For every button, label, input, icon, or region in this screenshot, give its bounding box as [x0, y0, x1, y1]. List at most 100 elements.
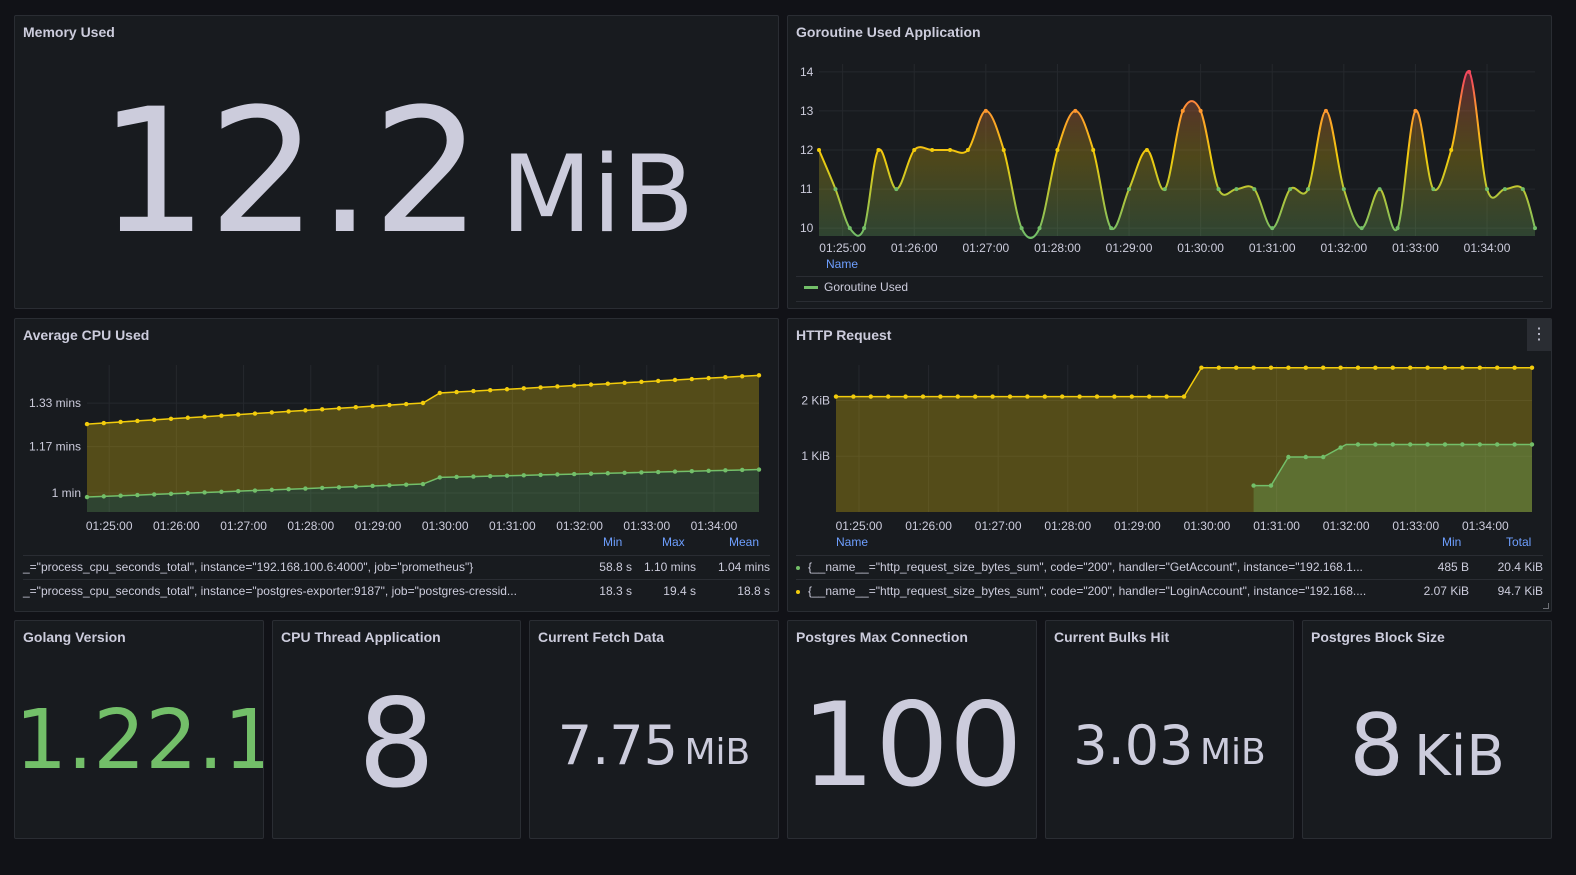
cpu-point-postgres	[336, 485, 342, 490]
http-point-LoginAccount	[1181, 394, 1187, 399]
http-point-LoginAccount	[1077, 394, 1082, 399]
cpu-point-postgres	[605, 471, 610, 476]
x-tick-label: 01:30:00	[422, 519, 469, 533]
goroutine-point	[1198, 108, 1203, 113]
cpu-area-postgres	[87, 469, 759, 512]
legend-row[interactable]: {__name__="http_request_size_bytes_sum",…	[796, 555, 1543, 579]
http-point-LoginAccount	[1251, 365, 1256, 370]
x-tick-label: 01:32:00	[556, 519, 603, 533]
cpu-point-prometheus	[336, 406, 342, 411]
cpu-point-prometheus	[471, 388, 476, 394]
panel-title: Average CPU Used	[23, 327, 150, 343]
legend-swatch	[804, 286, 818, 290]
cpu-point-prometheus	[454, 389, 459, 395]
cpu-point-prometheus	[219, 413, 224, 418]
cpu-point-postgres	[185, 490, 190, 496]
cpu-point-prometheus	[252, 411, 258, 416]
http-point-LoginAccount	[903, 394, 908, 399]
current-bulks-hit-panel[interactable]: Current Bulks Hit 3.03 MiB	[1045, 620, 1294, 839]
x-tick-label: 01:32:00	[1320, 241, 1367, 255]
golang-version-value: 1.22.1	[15, 693, 264, 788]
x-tick-label: 01:29:00	[1106, 241, 1153, 255]
postgres-max-connection-panel[interactable]: Postgres Max Connection 100	[787, 620, 1037, 839]
http-point-GetAccount	[1529, 442, 1535, 447]
resize-handle-icon[interactable]	[1543, 603, 1549, 609]
goroutine-point	[965, 148, 970, 152]
cpu-point-prometheus	[303, 408, 308, 413]
cpu-point-postgres	[252, 488, 258, 493]
cpu-point-postgres	[101, 494, 107, 499]
http-point-LoginAccount	[955, 394, 960, 399]
cpu-area-prometheus	[87, 375, 759, 498]
goroutine-area	[819, 71, 1535, 238]
http-point-LoginAccount	[886, 394, 891, 399]
x-tick-label: 01:26:00	[905, 519, 952, 533]
goroutine-chart[interactable]: 01:25:00 01:26:00 01:27:00 01:28:00 01:29:00…	[788, 16, 1552, 266]
panel-title: Postgres Max Connection	[796, 629, 968, 645]
cpu-point-prometheus	[101, 420, 107, 426]
cpu-point-postgres	[118, 493, 123, 498]
x-tick-label: 01:28:00	[287, 519, 334, 533]
cpu-point-prometheus	[538, 385, 543, 390]
cpu-chart[interactable]: 01:25:00 01:26:00 01:27:00 01:28:00 01:29:00…	[15, 319, 779, 539]
cpu-point-prometheus	[555, 384, 560, 389]
http-chart[interactable]: 01:25:00 01:26:00 01:27:00 01:28:00 01:29:00…	[788, 319, 1552, 539]
panel-menu-icon[interactable]: ⋮	[1527, 319, 1551, 351]
http-point-GetAccount	[1390, 442, 1395, 447]
http-point-LoginAccount	[851, 394, 856, 399]
legend-row[interactable]: {__name__="http_request_size_bytes_sum",…	[796, 579, 1543, 603]
legend-row[interactable]: _="process_cpu_seconds_total", instance=…	[23, 579, 770, 603]
cpu-point-prometheus	[202, 414, 207, 419]
http-point-LoginAccount	[1303, 365, 1308, 370]
cpu-point-postgres	[387, 483, 392, 488]
cpu-thread-panel[interactable]: CPU Thread Application 8	[272, 620, 521, 839]
x-tick-label: 01:25:00	[836, 519, 883, 533]
postgres-block-size-panel[interactable]: Postgres Block Size 8 KiB	[1302, 620, 1552, 839]
x-tick-label: 01:34:00	[691, 519, 738, 533]
goroutine-point	[948, 148, 953, 152]
cpu-point-prometheus	[387, 402, 392, 408]
goroutine-point	[833, 187, 838, 192]
legend-header-total: Total	[1506, 535, 1532, 549]
cpu-point-prometheus	[353, 405, 358, 410]
x-tick-label: 01:28:00	[1044, 519, 1091, 533]
cpu-point-prometheus	[152, 417, 157, 423]
goroutine-point	[1252, 187, 1257, 192]
y-tick-label: 11	[800, 182, 813, 196]
memory-used-panel[interactable]: Memory Used 12.2 MiB	[14, 15, 779, 309]
http-point-LoginAccount	[1512, 365, 1517, 370]
legend-item-goroutine[interactable]: Goroutine Used	[804, 280, 908, 294]
x-tick-label: 01:27:00	[962, 241, 1009, 255]
http-area-GetAccount	[1253, 444, 1532, 512]
cpu-point-prometheus	[756, 373, 762, 378]
http-point-LoginAccount	[1286, 365, 1291, 370]
x-tick-label: 01:33:00	[623, 519, 670, 533]
goroutine-point	[1431, 187, 1436, 192]
goroutine-point	[1216, 187, 1221, 192]
panel-title: Postgres Block Size	[1311, 629, 1445, 645]
legend-header-max: Max	[662, 535, 685, 549]
cpu-point-postgres	[353, 484, 358, 489]
goroutine-panel[interactable]: Goroutine Used Application 01:25:00 01:26…	[787, 15, 1552, 309]
y-tick-label: 14	[800, 65, 814, 79]
cpu-point-postgres	[219, 489, 224, 495]
current-fetch-panel[interactable]: Current Fetch Data 7.75 MiB	[529, 620, 779, 839]
http-point-GetAccount	[1321, 454, 1326, 460]
legend-row[interactable]: _="process_cpu_seconds_total", instance=…	[23, 555, 770, 579]
http-point-GetAccount	[1355, 442, 1361, 447]
http-request-panel[interactable]: HTTP Request ⋮ 01:25:00 01:26:00 01:27:00 0…	[787, 318, 1552, 612]
current-fetch-value: 7.75 MiB	[557, 714, 751, 777]
cpu-point-prometheus	[236, 412, 241, 417]
cpu-point-prometheus	[572, 383, 577, 388]
cpu-point-prometheus	[706, 375, 711, 381]
golang-version-panel[interactable]: Golang Version 1.22.1	[14, 620, 264, 839]
legend-header-min: Min	[603, 535, 623, 549]
x-tick-label: 01:31:00	[489, 519, 536, 533]
http-point-LoginAccount	[1007, 394, 1013, 399]
average-cpu-panel[interactable]: Average CPU Used 01:25:00 01:26:00 01:27:0…	[14, 318, 779, 612]
y-tick-label: 1 KiB	[801, 449, 830, 463]
cpu-point-prometheus	[135, 418, 140, 424]
cpu-point-prometheus	[656, 378, 661, 384]
x-tick-label: 01:32:00	[1323, 519, 1370, 533]
http-point-LoginAccount	[1112, 394, 1117, 399]
